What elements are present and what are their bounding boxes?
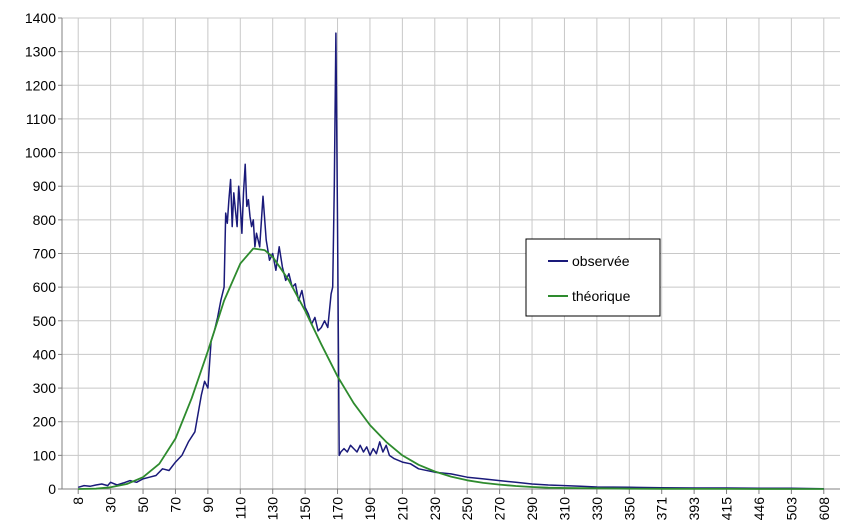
x-tick-label-270: 270 xyxy=(492,497,508,521)
x-tick-label-250: 250 xyxy=(459,497,475,521)
x-tick-label-310: 310 xyxy=(556,497,572,521)
x-tick-label-608: 608 xyxy=(816,497,832,521)
series-line-observee xyxy=(77,32,824,490)
x-tick-label-8: 8 xyxy=(70,497,86,505)
x-tick-label-130: 130 xyxy=(265,497,281,521)
x-tick-label-393: 393 xyxy=(686,497,702,521)
y-tick-label-800: 800 xyxy=(33,212,57,228)
y-tick-label-1100: 1100 xyxy=(26,111,56,127)
y-tick-label-1300: 1300 xyxy=(25,44,56,60)
y-tick-label-1400: 1400 xyxy=(25,10,56,26)
x-tick-label-330: 330 xyxy=(589,497,605,521)
x-tick-label-90: 90 xyxy=(200,497,216,513)
legend: observée théorique xyxy=(525,238,661,317)
legend-label-theorique: théorique xyxy=(572,288,631,304)
x-tick-label-350: 350 xyxy=(621,497,637,521)
x-tick-label-190: 190 xyxy=(362,497,378,521)
series-lines xyxy=(77,32,824,490)
y-tick-label-500: 500 xyxy=(33,313,57,329)
legend-box xyxy=(525,238,661,317)
x-tick-label-415: 415 xyxy=(719,497,735,521)
y-tick-labels: 0 100 200 300 400 500 600 700 800 900 1000 1100 1200… xyxy=(25,10,56,497)
y-tick-label-300: 300 xyxy=(33,380,57,396)
y-tick-label-1200: 1200 xyxy=(25,77,56,93)
y-tick-label-600: 600 xyxy=(33,279,57,295)
x-tick-label-150: 150 xyxy=(297,497,313,521)
y-tick-label-0: 0 xyxy=(48,481,56,497)
y-tick-label-1000: 1000 xyxy=(25,145,56,161)
x-tick-label-446: 446 xyxy=(751,497,767,521)
x-tick-label-210: 210 xyxy=(394,497,410,521)
x-tick-label-503: 503 xyxy=(783,497,799,521)
x-tick-label-371: 371 xyxy=(654,497,670,521)
y-tick-label-100: 100 xyxy=(33,447,57,463)
x-tick-label-70: 70 xyxy=(167,497,183,513)
horizontal-gridlines xyxy=(62,17,840,456)
series-line-theorique xyxy=(78,247,824,490)
x-tick-labels: 8 30 50 70 90 110 130 150 170 190 210 230 250 270 290 3… xyxy=(70,497,832,521)
x-tick-label-110: 110 xyxy=(232,497,248,520)
y-tick-label-200: 200 xyxy=(33,414,57,430)
x-tick-label-50: 50 xyxy=(135,497,151,513)
y-tick-label-900: 900 xyxy=(33,178,57,194)
x-tick-label-30: 30 xyxy=(103,497,119,513)
legend-label-observee: observée xyxy=(572,253,630,269)
x-tick-label-170: 170 xyxy=(330,497,346,521)
x-tick-label-290: 290 xyxy=(524,497,540,521)
x-tick-label-230: 230 xyxy=(427,497,443,521)
y-tick-label-700: 700 xyxy=(33,246,57,262)
y-tick-label-400: 400 xyxy=(33,346,57,362)
